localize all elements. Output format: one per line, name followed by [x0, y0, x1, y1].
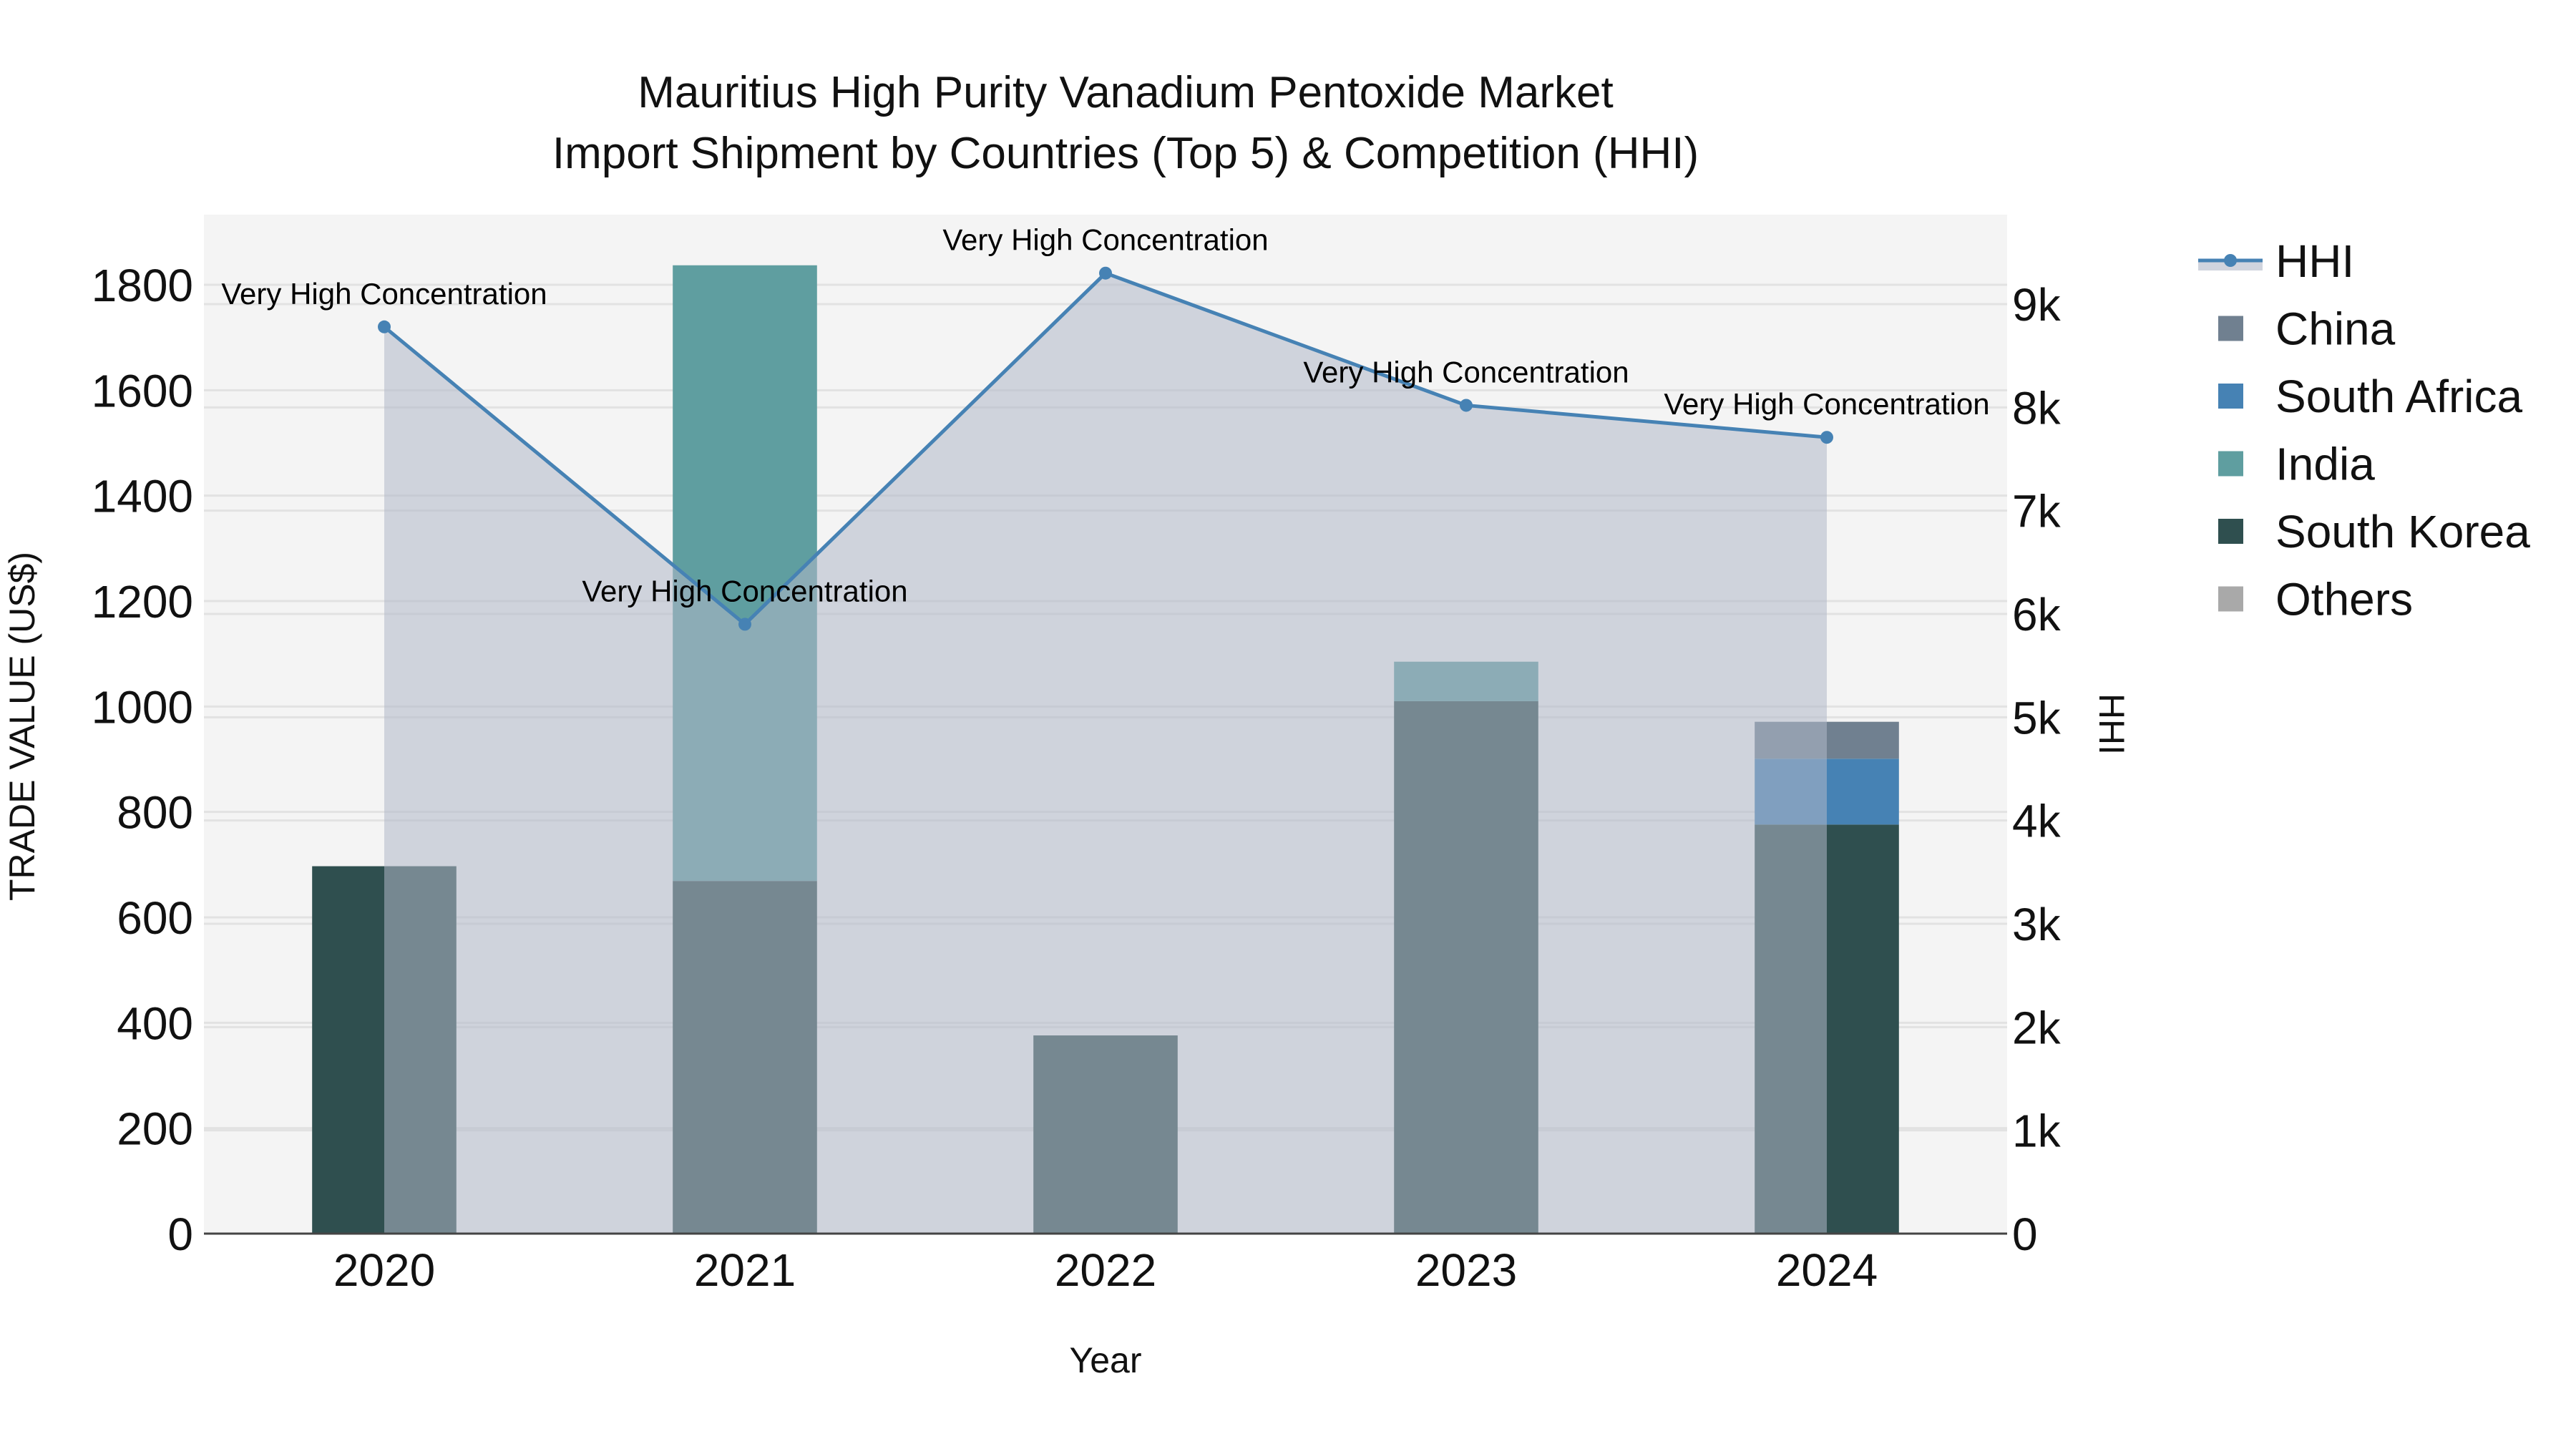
- hhi-marker-2024: [1820, 431, 1833, 444]
- hhi-annotation: Very High Concentration: [1664, 387, 1989, 421]
- x-tick-label: 2020: [333, 1244, 435, 1296]
- hhi-marker-2020: [378, 320, 391, 333]
- legend-swatch-icon: [2218, 451, 2243, 477]
- legend-item-south-africa[interactable]: South Africa: [2218, 371, 2523, 422]
- line-marker-icon: [2198, 254, 2263, 270]
- y-right-tick-label: 7k: [2012, 486, 2062, 537]
- chart-title-line-1: Mauritius High Purity Vanadium Pentoxide…: [638, 68, 1613, 117]
- legend-item-china[interactable]: China: [2218, 303, 2396, 355]
- legend-swatch-icon: [2218, 316, 2243, 341]
- y-right-tick-label: 4k: [2012, 796, 2062, 847]
- legend-item-south-korea[interactable]: South Korea: [2218, 506, 2530, 557]
- y-left-tick-label: 1400: [92, 471, 193, 522]
- y-right-tick-label: 2k: [2012, 1002, 2062, 1053]
- legend-label: HHI: [2275, 235, 2354, 287]
- hhi-annotation: Very High Concentration: [942, 223, 1268, 257]
- y-left-tick-label: 1200: [92, 576, 193, 628]
- hhi-series: [378, 266, 1833, 1234]
- y-axis-left-title: TRADE VALUE (US$): [2, 552, 42, 901]
- x-axis-title: Year: [1069, 1340, 1141, 1380]
- hhi-annotation: Very High Concentration: [221, 277, 547, 311]
- hhi-marker-2023: [1460, 399, 1473, 412]
- chart-title: Mauritius High Purity Vanadium Pentoxide…: [552, 68, 1699, 178]
- hhi-area-fill: [384, 273, 1827, 1234]
- x-tick-label: 2021: [694, 1244, 796, 1296]
- chart-title-line-2: Import Shipment by Countries (Top 5) & C…: [552, 129, 1699, 178]
- y-right-tick-label: 9k: [2012, 279, 2062, 331]
- x-axis-ticks: 2020 2021 2022 2023 2024: [333, 1244, 1878, 1296]
- y-axis-right-ticks: 0 1k 2k 3k 4k 5k 6k 7k 8k 9k: [2012, 279, 2062, 1260]
- legend-label: China: [2275, 303, 2396, 355]
- y-axis-right-title: HHI: [2092, 693, 2132, 755]
- legend-item-hhi[interactable]: HHI: [2198, 235, 2354, 287]
- y-right-tick-label: 6k: [2012, 589, 2062, 640]
- legend-marker-swatch: [2224, 254, 2237, 267]
- y-left-tick-label: 1000: [92, 681, 193, 733]
- y-left-tick-label: 0: [167, 1209, 193, 1260]
- y-left-tick-label: 1600: [92, 365, 193, 416]
- annotations: Very High Concentration Very High Concent…: [221, 223, 1989, 608]
- legend: HHI China South Africa India South Korea Othe…: [2198, 235, 2530, 625]
- legend-label: South Africa: [2275, 371, 2523, 422]
- y-left-tick-label: 200: [117, 1103, 193, 1155]
- y-left-tick-label: 800: [117, 787, 193, 839]
- y-left-tick-label: 1800: [92, 260, 193, 311]
- hhi-marker-2021: [738, 618, 751, 631]
- hhi-annotation: Very High Concentration: [582, 574, 907, 608]
- y-right-tick-label: 3k: [2012, 899, 2062, 950]
- y-right-tick-label: 0: [2012, 1209, 2038, 1260]
- y-right-tick-label: 5k: [2012, 692, 2062, 743]
- x-tick-label: 2024: [1776, 1244, 1878, 1296]
- legend-swatch-icon: [2218, 519, 2243, 544]
- legend-swatch-icon: [2218, 586, 2243, 612]
- x-tick-label: 2022: [1055, 1244, 1156, 1296]
- x-tick-label: 2023: [1415, 1244, 1517, 1296]
- y-left-tick-label: 600: [117, 892, 193, 944]
- y-left-tick-label: 400: [117, 997, 193, 1049]
- legend-swatch-icon: [2218, 384, 2243, 409]
- legend-label: Others: [2275, 574, 2413, 625]
- y-axis-left-ticks: 0 200 400 600 800 1000 1200 1400 1600 1800: [92, 260, 193, 1260]
- y-right-tick-label: 1k: [2012, 1106, 2062, 1157]
- legend-label: South Korea: [2275, 506, 2530, 557]
- y-right-tick-label: 8k: [2012, 382, 2062, 434]
- hhi-marker-2022: [1099, 266, 1112, 280]
- legend-item-india[interactable]: India: [2218, 439, 2375, 490]
- hhi-annotation: Very High Concentration: [1303, 355, 1629, 389]
- legend-label: India: [2275, 439, 2375, 490]
- legend-item-others[interactable]: Others: [2218, 574, 2413, 625]
